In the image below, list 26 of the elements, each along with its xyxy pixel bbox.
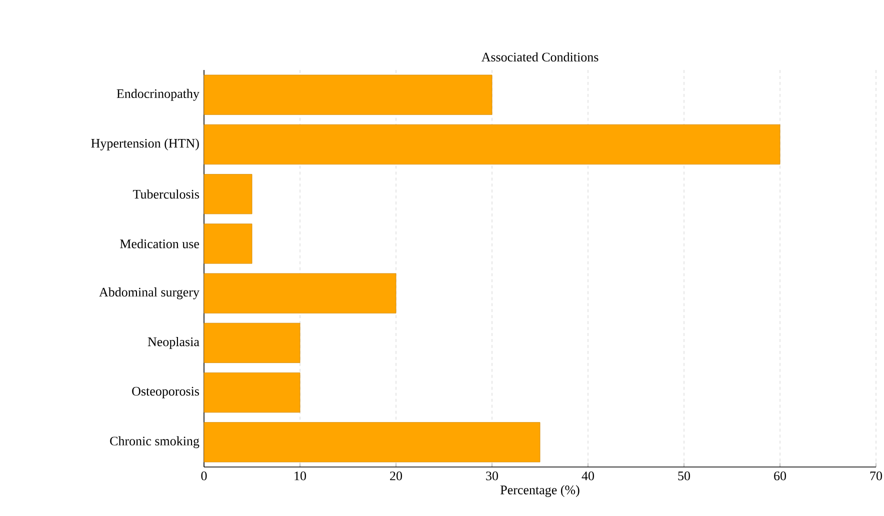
x-tick-label: 10 <box>294 472 306 480</box>
bar <box>204 372 300 413</box>
x-tick-label: 0 <box>201 472 207 480</box>
bar <box>204 422 540 462</box>
x-tick-label: 60 <box>774 472 786 480</box>
y-tick-label: Abdominal surgery <box>99 287 200 300</box>
bar <box>204 322 300 363</box>
x-tick-label: 20 <box>390 472 402 480</box>
x-axis-title: Percentage (%) <box>500 485 580 498</box>
x-tick-label: 40 <box>582 472 594 480</box>
bar <box>204 224 252 264</box>
y-tick-label: Endocrinopathy <box>116 88 200 101</box>
y-tick-label: Medication use <box>120 239 200 248</box>
chart-title: Associated Conditions <box>481 52 598 62</box>
y-tick-label: Osteoporosis <box>132 386 200 398</box>
bar <box>204 273 396 314</box>
bar <box>204 174 252 214</box>
x-tick-label: 30 <box>486 472 498 480</box>
x-tick-label: 50 <box>678 472 690 480</box>
x-tick-label: 70 <box>870 472 882 480</box>
y-tick-label: Tuberculosis <box>133 189 200 199</box>
y-tick-label: Hypertension (HTN) <box>91 138 199 150</box>
y-tick-label: Neoplasia <box>148 337 200 349</box>
y-tick-label: Chronic smoking <box>110 436 200 448</box>
bar <box>204 124 780 164</box>
bar <box>204 74 492 115</box>
